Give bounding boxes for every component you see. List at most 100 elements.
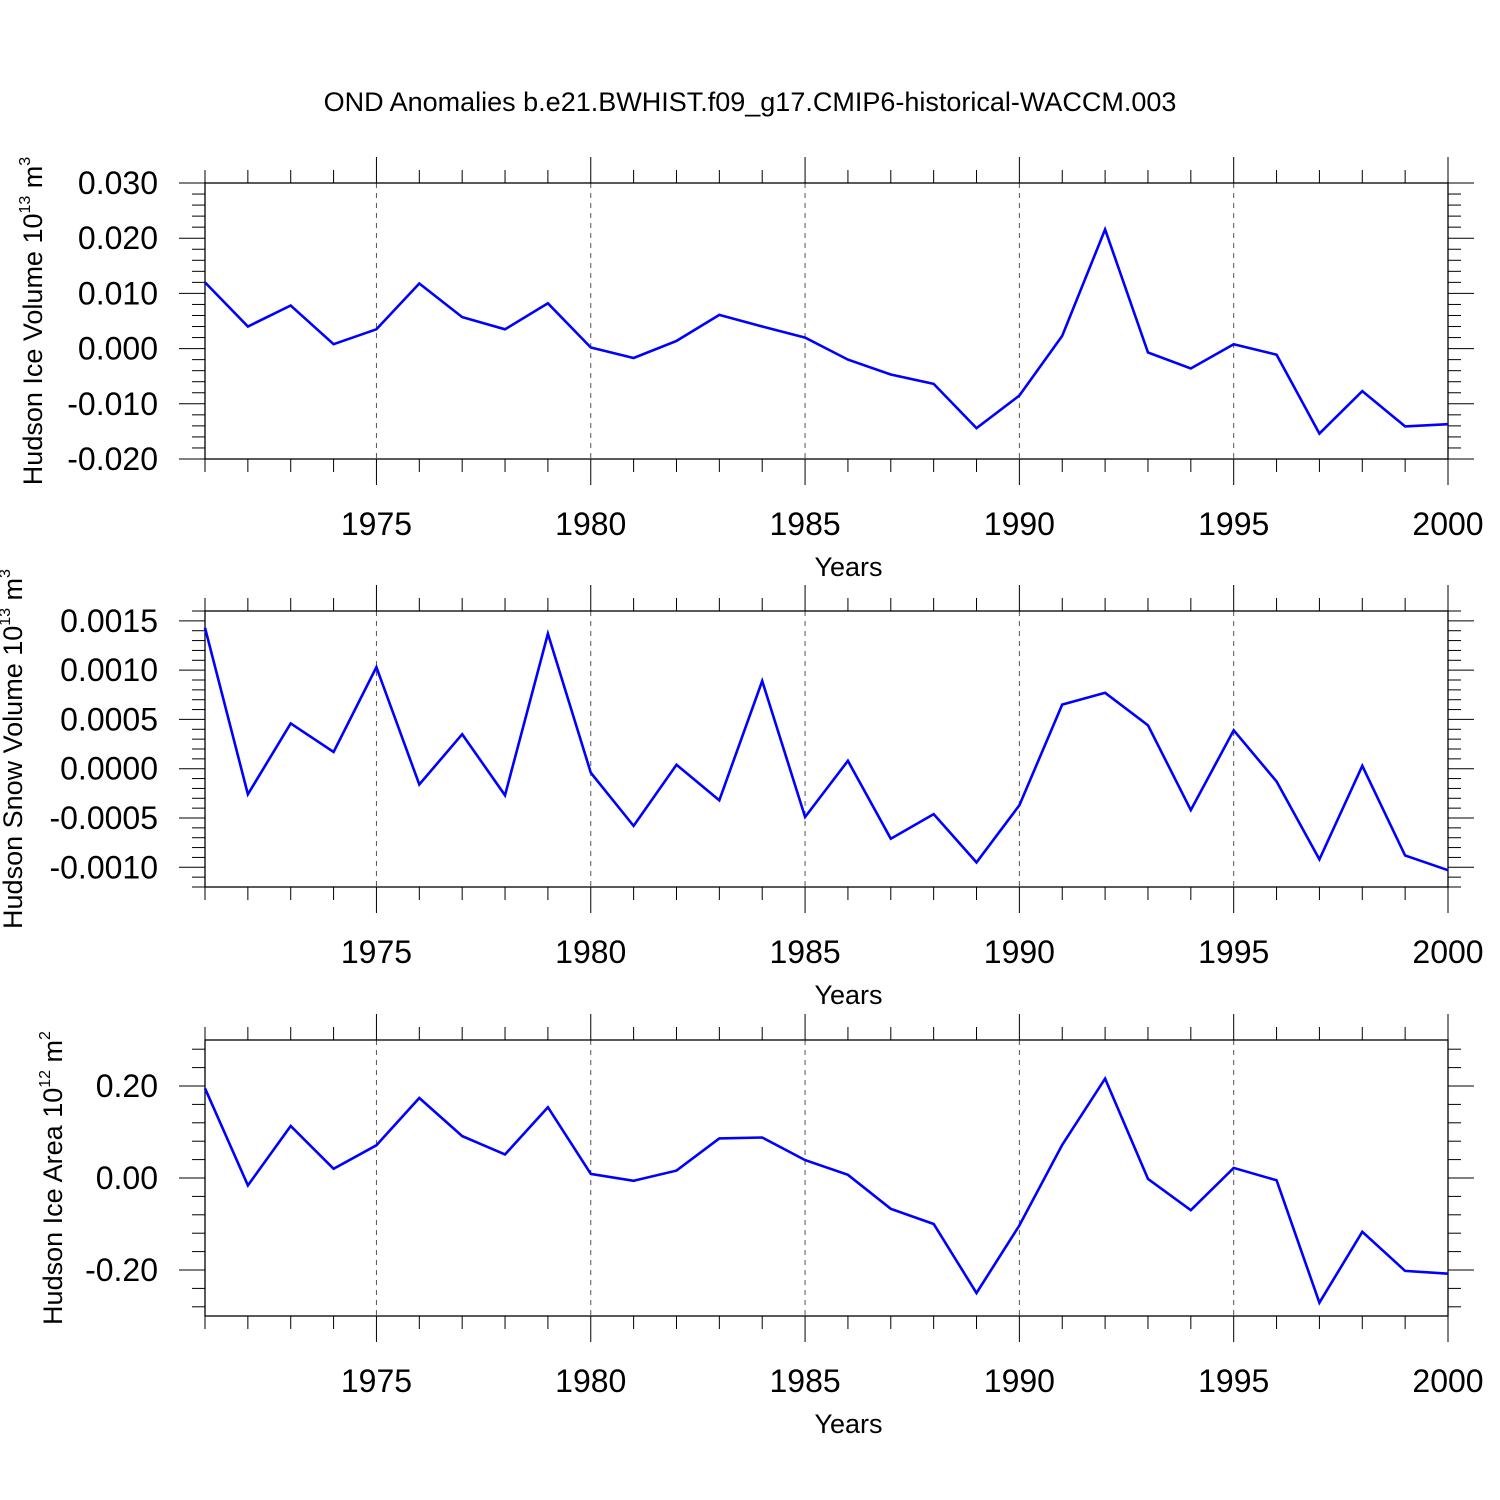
- y-tick-label: -0.0005: [49, 800, 158, 836]
- data-point: [1361, 390, 1363, 392]
- data-point: [847, 358, 849, 360]
- plot-frame: [204, 610, 1449, 888]
- data-point: [1447, 869, 1449, 871]
- data-point: [1018, 804, 1020, 806]
- y-tick-label: 0.00: [96, 1160, 158, 1196]
- data-point: [632, 825, 634, 827]
- plot-frame: [204, 1039, 1449, 1317]
- data-point: [847, 760, 849, 762]
- panel-3: 0.20 0.00 -0.20 1975 1980 1985 1990 1995 2000 Yea…: [37, 1014, 1484, 1439]
- data-point: [1404, 425, 1406, 427]
- data-point: [1018, 1224, 1020, 1226]
- y-tick-label: 0.0000: [60, 751, 158, 787]
- y-tick-label: -0.0010: [49, 849, 158, 885]
- data-point: [1318, 858, 1320, 860]
- data-point: [1061, 335, 1063, 337]
- data-point: [1190, 809, 1192, 811]
- data-point: [761, 680, 763, 682]
- data-point: [504, 328, 506, 330]
- x-tick-label: 1980: [555, 506, 626, 542]
- data-point: [675, 764, 677, 766]
- data-point: [1447, 423, 1449, 425]
- data-point: [461, 1135, 463, 1137]
- data-point: [675, 340, 677, 342]
- x-tick-label: 1980: [555, 934, 626, 970]
- data-point: [375, 328, 377, 330]
- data-point: [1275, 780, 1277, 782]
- data-point: [890, 373, 892, 375]
- data-point: [1404, 854, 1406, 856]
- x-tick-label: 1990: [984, 506, 1055, 542]
- y-tick-label: -0.20: [85, 1252, 158, 1288]
- series-line: [204, 225, 1449, 436]
- y-tick-label: 0.000: [78, 331, 158, 367]
- data-point: [1104, 692, 1106, 694]
- y-tick-label: 0.020: [78, 220, 158, 256]
- panel-1: 0.030 0.020 0.010 0.000 -0.010 -0.020 1975 1980…: [17, 157, 1484, 582]
- data-point: [204, 627, 206, 629]
- data-point: [247, 325, 249, 327]
- data-point: [761, 325, 763, 327]
- data-point: [547, 302, 549, 304]
- data-point: [590, 771, 592, 773]
- y-tick-label: 0.010: [78, 275, 158, 311]
- data-point: [590, 346, 592, 348]
- data-point: [1232, 729, 1234, 731]
- x-tick-label: 1995: [1198, 506, 1269, 542]
- data-point: [932, 813, 934, 815]
- data-point: [1275, 353, 1277, 355]
- series-line: [203, 627, 1449, 872]
- data-point: [547, 1106, 549, 1108]
- x-tick-label: 1990: [984, 934, 1055, 970]
- x-tick-label: 1990: [984, 1363, 1055, 1399]
- data-point: [290, 304, 292, 306]
- data-point: [761, 1136, 763, 1138]
- data-point: [975, 861, 977, 863]
- data-point: [718, 799, 720, 801]
- data-point: [1232, 1167, 1234, 1169]
- x-tick-label: 2000: [1412, 506, 1483, 542]
- data-point: [375, 666, 377, 668]
- data-point: [804, 816, 806, 818]
- y-tick-label: 0.030: [78, 165, 158, 201]
- data-point: [1318, 432, 1320, 434]
- y-tick-label: 0.0005: [60, 701, 158, 737]
- data-point: [504, 794, 506, 796]
- data-point: [675, 1169, 677, 1171]
- data-point: [375, 1144, 377, 1146]
- data-point: [204, 1087, 206, 1089]
- data-point: [418, 1097, 420, 1099]
- data-point: [1061, 703, 1063, 705]
- x-axis-label: Years: [814, 1409, 882, 1439]
- panels: 0.030 0.020 0.010 0.000 -0.010 -0.020 1975 1980…: [0, 157, 1484, 1439]
- data-point: [932, 383, 934, 385]
- data-point: [1275, 1179, 1277, 1181]
- data-point: [1361, 765, 1363, 767]
- data-point: [332, 751, 334, 753]
- data-point: [804, 1159, 806, 1161]
- data-point: [890, 838, 892, 840]
- x-axis-label: Years: [814, 980, 882, 1010]
- x-tick-label: 1995: [1198, 1363, 1269, 1399]
- data-point: [1318, 1301, 1320, 1303]
- data-point: [332, 343, 334, 345]
- data-point: [247, 1184, 249, 1186]
- data-point: [590, 1173, 592, 1175]
- x-tick-label: 1985: [769, 934, 840, 970]
- data-point: [804, 336, 806, 338]
- data-point: [1147, 351, 1149, 353]
- data-point: [1104, 1077, 1106, 1079]
- data-point: [975, 1292, 977, 1294]
- data-point: [1361, 1231, 1363, 1233]
- data-point: [890, 1208, 892, 1210]
- x-tick-label: 1980: [555, 1363, 626, 1399]
- data-point: [1190, 367, 1192, 369]
- y-tick-label: 0.0010: [60, 652, 158, 688]
- data-point: [504, 1153, 506, 1155]
- data-point: [1104, 228, 1106, 230]
- data-point: [1190, 1209, 1192, 1211]
- data-point: [975, 427, 977, 429]
- figure-title: OND Anomalies b.e21.BWHIST.f09_g17.CMIP6…: [324, 87, 1177, 117]
- data-point: [204, 281, 206, 283]
